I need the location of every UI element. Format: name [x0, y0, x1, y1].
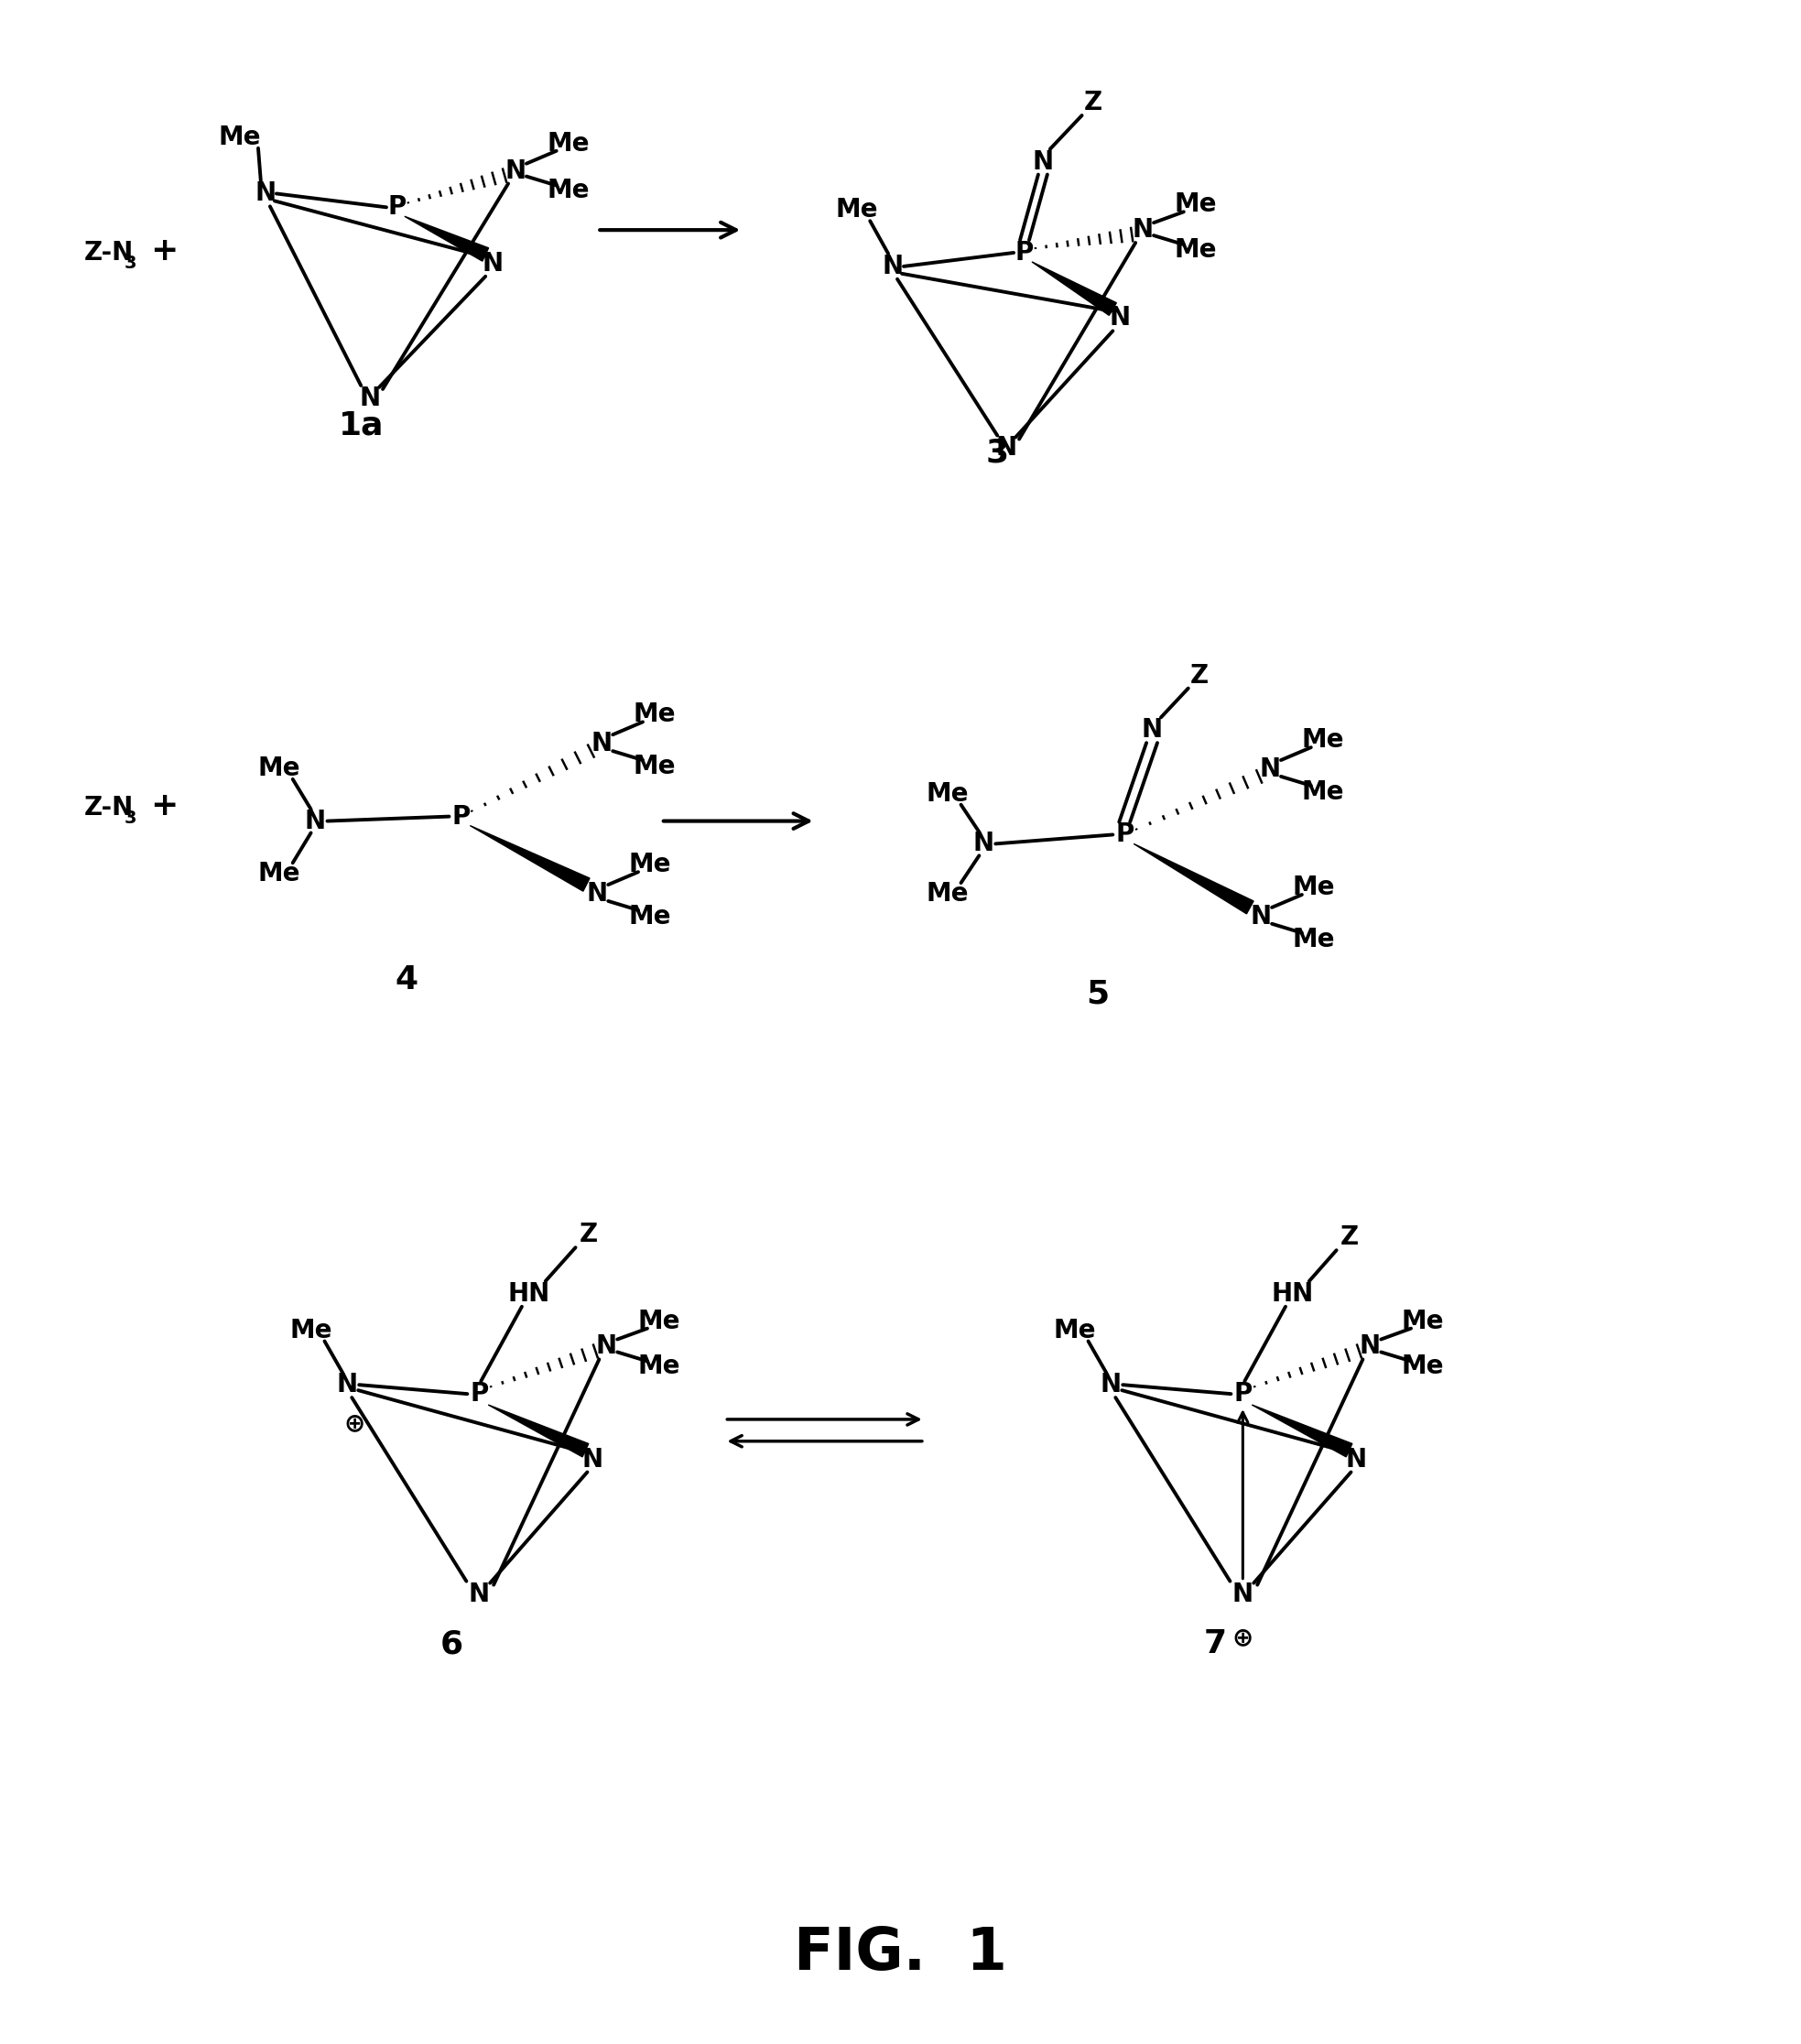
Text: Me: Me [634, 701, 675, 728]
Text: FIG.  1: FIG. 1 [794, 1925, 1007, 1981]
Text: Me: Me [1401, 1308, 1444, 1335]
Text: +: + [149, 235, 178, 266]
Text: N: N [1232, 1582, 1253, 1607]
Text: Me: Me [1293, 926, 1335, 953]
Text: N: N [1032, 149, 1054, 174]
Text: N: N [337, 1372, 358, 1398]
Text: P: P [1115, 822, 1135, 848]
Text: Me: Me [638, 1308, 681, 1335]
Text: N: N [882, 253, 904, 280]
Text: N: N [591, 732, 612, 756]
Text: N: N [582, 1447, 603, 1472]
Text: Me: Me [638, 1353, 681, 1380]
Text: Me: Me [1302, 728, 1344, 752]
Text: N: N [1345, 1447, 1367, 1472]
Polygon shape [488, 1404, 589, 1457]
Text: N: N [1142, 717, 1162, 742]
Text: Me: Me [1302, 779, 1344, 805]
Text: HN: HN [508, 1282, 551, 1306]
Text: 3: 3 [124, 809, 137, 828]
Text: Me: Me [926, 781, 969, 807]
Text: N: N [587, 881, 609, 908]
Text: Me: Me [548, 178, 589, 204]
Text: N: N [468, 1582, 490, 1607]
Text: 7: 7 [1205, 1629, 1226, 1660]
Text: +: + [149, 791, 178, 822]
Polygon shape [470, 826, 589, 891]
Text: Me: Me [629, 903, 672, 930]
Polygon shape [1252, 1404, 1353, 1457]
Text: P: P [452, 803, 470, 830]
Text: Me: Me [218, 125, 261, 149]
Text: 5: 5 [1086, 979, 1109, 1010]
Polygon shape [405, 217, 488, 262]
Polygon shape [1133, 844, 1253, 914]
Text: Me: Me [629, 852, 672, 877]
Text: N: N [504, 157, 526, 184]
Text: HN: HN [1272, 1282, 1315, 1306]
Text: N: N [996, 435, 1018, 462]
Text: P: P [1234, 1382, 1252, 1406]
Text: 4: 4 [394, 965, 418, 995]
Text: Me: Me [926, 881, 969, 908]
Text: N: N [1360, 1335, 1381, 1359]
Text: Z: Z [1340, 1224, 1358, 1251]
Text: Me: Me [1174, 192, 1217, 217]
Text: N: N [1259, 756, 1281, 783]
Text: 3: 3 [124, 256, 137, 272]
Text: Me: Me [1293, 875, 1335, 899]
Text: P: P [470, 1382, 488, 1406]
Text: Z-N: Z-N [83, 239, 133, 266]
Text: Me: Me [836, 196, 877, 223]
Text: Z: Z [1084, 90, 1102, 117]
Text: N: N [973, 832, 994, 856]
Text: Me: Me [634, 754, 675, 779]
Text: P: P [387, 194, 407, 221]
Polygon shape [1032, 262, 1117, 315]
Text: N: N [360, 386, 380, 411]
Text: 1a: 1a [339, 411, 384, 442]
Text: P: P [1016, 239, 1034, 266]
Text: N: N [596, 1335, 618, 1359]
Text: Z: Z [578, 1222, 598, 1247]
Text: 3: 3 [985, 437, 1009, 468]
Text: Me: Me [1054, 1318, 1095, 1343]
Text: Me: Me [258, 756, 301, 781]
Text: N: N [1250, 903, 1272, 930]
Text: N: N [483, 251, 502, 276]
Text: Z: Z [1190, 662, 1208, 689]
Text: N: N [304, 807, 326, 834]
Text: Me: Me [1401, 1353, 1444, 1380]
Text: N: N [1133, 217, 1153, 243]
Text: ⊕: ⊕ [344, 1410, 366, 1435]
Text: N: N [1100, 1372, 1122, 1398]
Text: N: N [1109, 305, 1131, 331]
Text: Me: Me [1174, 237, 1217, 264]
Text: N: N [256, 180, 276, 206]
Text: Me: Me [258, 861, 301, 887]
Text: Me: Me [548, 131, 589, 157]
Text: 6: 6 [439, 1629, 463, 1660]
Text: Z-N: Z-N [83, 795, 133, 820]
Text: Me: Me [290, 1318, 331, 1343]
Text: ⊕: ⊕ [1232, 1625, 1253, 1650]
